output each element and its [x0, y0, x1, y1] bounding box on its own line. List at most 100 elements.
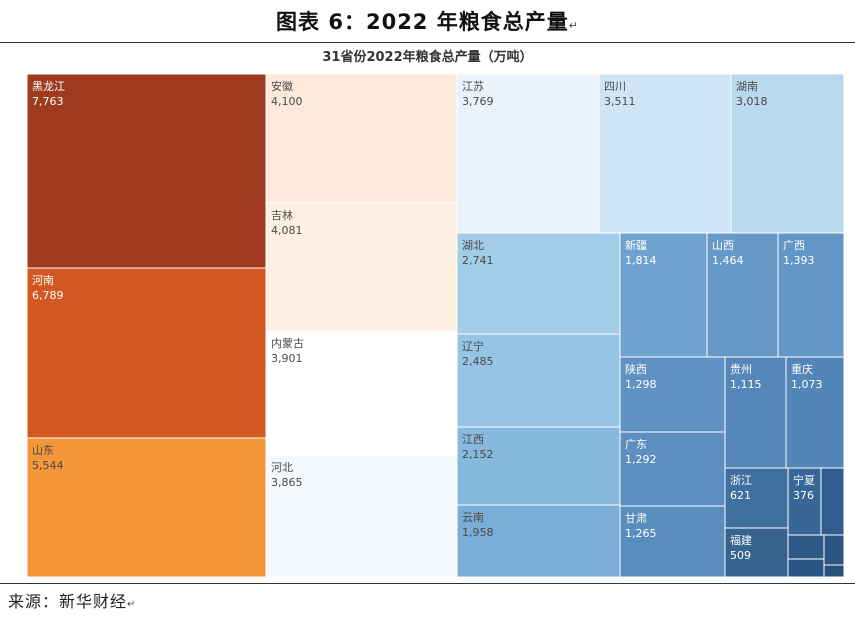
- treemap-label-name: 贵州: [730, 363, 752, 376]
- treemap-cell: 安徽 4,100: [265, 73, 458, 204]
- treemap-label-name: 重庆: [791, 362, 813, 376]
- treemap-label-name: 广东: [625, 438, 647, 451]
- treemap-cell: [787, 558, 825, 578]
- treemap-label-name: 浙江: [730, 474, 752, 487]
- treemap-label-value: 1,292: [625, 453, 657, 466]
- treemap-rect: [619, 505, 726, 578]
- treemap-label-name: 甘肃: [625, 512, 647, 525]
- treemap-label-name: 山东: [32, 444, 54, 457]
- treemap-rect: [456, 232, 621, 335]
- treemap-cell: [820, 467, 845, 536]
- paragraph-mark-icon: ↵: [127, 599, 137, 610]
- treemap-cell: 吉林 4,081: [265, 202, 458, 332]
- treemap-cell: 河北 3,865: [265, 454, 458, 578]
- treemap-rect: [787, 558, 825, 578]
- treemap-label-name: 江苏: [462, 80, 484, 93]
- treemap-rect: [26, 437, 267, 578]
- treemap-label-value: 1,298: [625, 378, 657, 391]
- treemap-label-name: 辽宁: [462, 339, 484, 353]
- treemap-label-name: 湖北: [462, 239, 484, 252]
- treemap-label-name: 山西: [712, 239, 734, 252]
- treemap-label-value: 3,901: [271, 352, 303, 365]
- treemap-rect: [706, 232, 779, 358]
- chart-title: 31省份2022年粮食总产量（万吨）: [322, 50, 533, 65]
- treemap-rect: [724, 527, 789, 578]
- treemap-label-value: 2,741: [462, 254, 494, 267]
- treemap-label-value: 3,865: [271, 476, 303, 489]
- treemap-cell: [823, 564, 845, 578]
- treemap-cell: 宁夏 376: [787, 467, 822, 536]
- treemap-cell: 江西 2,152: [456, 426, 621, 506]
- paragraph-mark-icon: ↵: [568, 19, 579, 32]
- treemap-label-value: 1,073: [791, 378, 823, 391]
- treemap-label-value: 6,789: [32, 289, 64, 302]
- treemap-label-value: 1,115: [730, 378, 762, 391]
- treemap-label-value: 5,544: [32, 459, 64, 472]
- treemap-cell: 云南 1,958: [456, 504, 621, 578]
- treemap-label-value: 4,081: [271, 224, 303, 237]
- figure-title-text: 图表 6：2022 年粮食总产量: [276, 10, 569, 34]
- treemap-cell: 陕西 1,298: [619, 356, 726, 433]
- treemap-cell: 贵州 1,115: [724, 356, 787, 469]
- treemap-label-value: 7,763: [32, 95, 64, 108]
- treemap-rect: [456, 73, 600, 234]
- treemap-rect: [823, 564, 845, 578]
- treemap-rect: [787, 534, 825, 560]
- treemap-rect: [456, 504, 621, 578]
- treemap-label-value: 1,814: [625, 254, 657, 267]
- treemap-label-value: 1,958: [462, 526, 494, 539]
- treemap-rect: [777, 232, 845, 358]
- treemap-cell: 湖南 3,018: [730, 73, 845, 234]
- treemap-label-name: 江西: [462, 433, 484, 446]
- treemap-rect: [265, 454, 458, 578]
- treemap-label-name: 黑龙江: [32, 80, 65, 93]
- treemap-label-value: 621: [730, 489, 751, 502]
- treemap-label-value: 376: [793, 489, 814, 502]
- source-text: 来源：新华财经: [8, 592, 128, 611]
- treemap-cell: 重庆 1,073: [785, 356, 845, 469]
- treemap-cell: 福建 509: [724, 527, 789, 578]
- treemap-rect: [26, 73, 267, 269]
- treemap-cell: 四川 3,511: [598, 73, 732, 234]
- treemap-cell: 湖北 2,741: [456, 232, 621, 335]
- treemap-rect: [823, 534, 845, 566]
- treemap-cell: [823, 534, 845, 566]
- treemap-label-name: 河南: [32, 274, 54, 287]
- treemap-cell: 新疆 1,814: [619, 232, 708, 358]
- treemap-label-name: 新疆: [625, 238, 647, 252]
- treemap-label-value: 3,511: [604, 95, 636, 108]
- treemap-rect: [456, 426, 621, 506]
- source-note: 来源：新华财经↵: [8, 588, 136, 612]
- treemap-rect: [724, 356, 787, 469]
- top-rule: [0, 42, 855, 43]
- treemap-label-name: 吉林: [271, 208, 293, 222]
- treemap-label-value: 3,018: [736, 95, 768, 108]
- treemap-label-value: 2,485: [462, 355, 494, 368]
- treemap-cell: 广西 1,393: [777, 232, 845, 358]
- treemap-label-name: 湖南: [736, 80, 758, 93]
- treemap-label-value: 1,464: [712, 254, 744, 267]
- treemap-cell: 山西 1,464: [706, 232, 779, 358]
- treemap-label-value: 4,100: [271, 95, 303, 108]
- treemap-label-name: 安徽: [271, 79, 293, 93]
- treemap-label-name: 宁夏: [793, 473, 815, 487]
- treemap-rect: [456, 333, 621, 428]
- treemap-label-value: 1,265: [625, 527, 657, 540]
- treemap-rect: [265, 202, 458, 332]
- treemap-label-value: 3,769: [462, 95, 494, 108]
- treemap-label-value: 1,393: [783, 254, 815, 267]
- treemap-label-name: 四川: [604, 80, 626, 93]
- treemap-label-name: 河北: [271, 461, 293, 474]
- treemap-cell: 辽宁 2,485: [456, 333, 621, 428]
- treemap-label-name: 内蒙古: [271, 336, 304, 350]
- treemap-cell: 山东 5,544: [26, 437, 267, 578]
- treemap-cell: 河南 6,789: [26, 267, 267, 439]
- treemap-label-value: 2,152: [462, 448, 494, 461]
- bottom-rule: [0, 583, 855, 584]
- treemap-cell: 江苏 3,769: [456, 73, 600, 234]
- treemap-rect: [619, 232, 708, 358]
- figure-title: 图表 6：2022 年粮食总产量↵: [0, 6, 855, 36]
- treemap-cell: 甘肃 1,265: [619, 505, 726, 578]
- treemap-rect: [730, 73, 845, 234]
